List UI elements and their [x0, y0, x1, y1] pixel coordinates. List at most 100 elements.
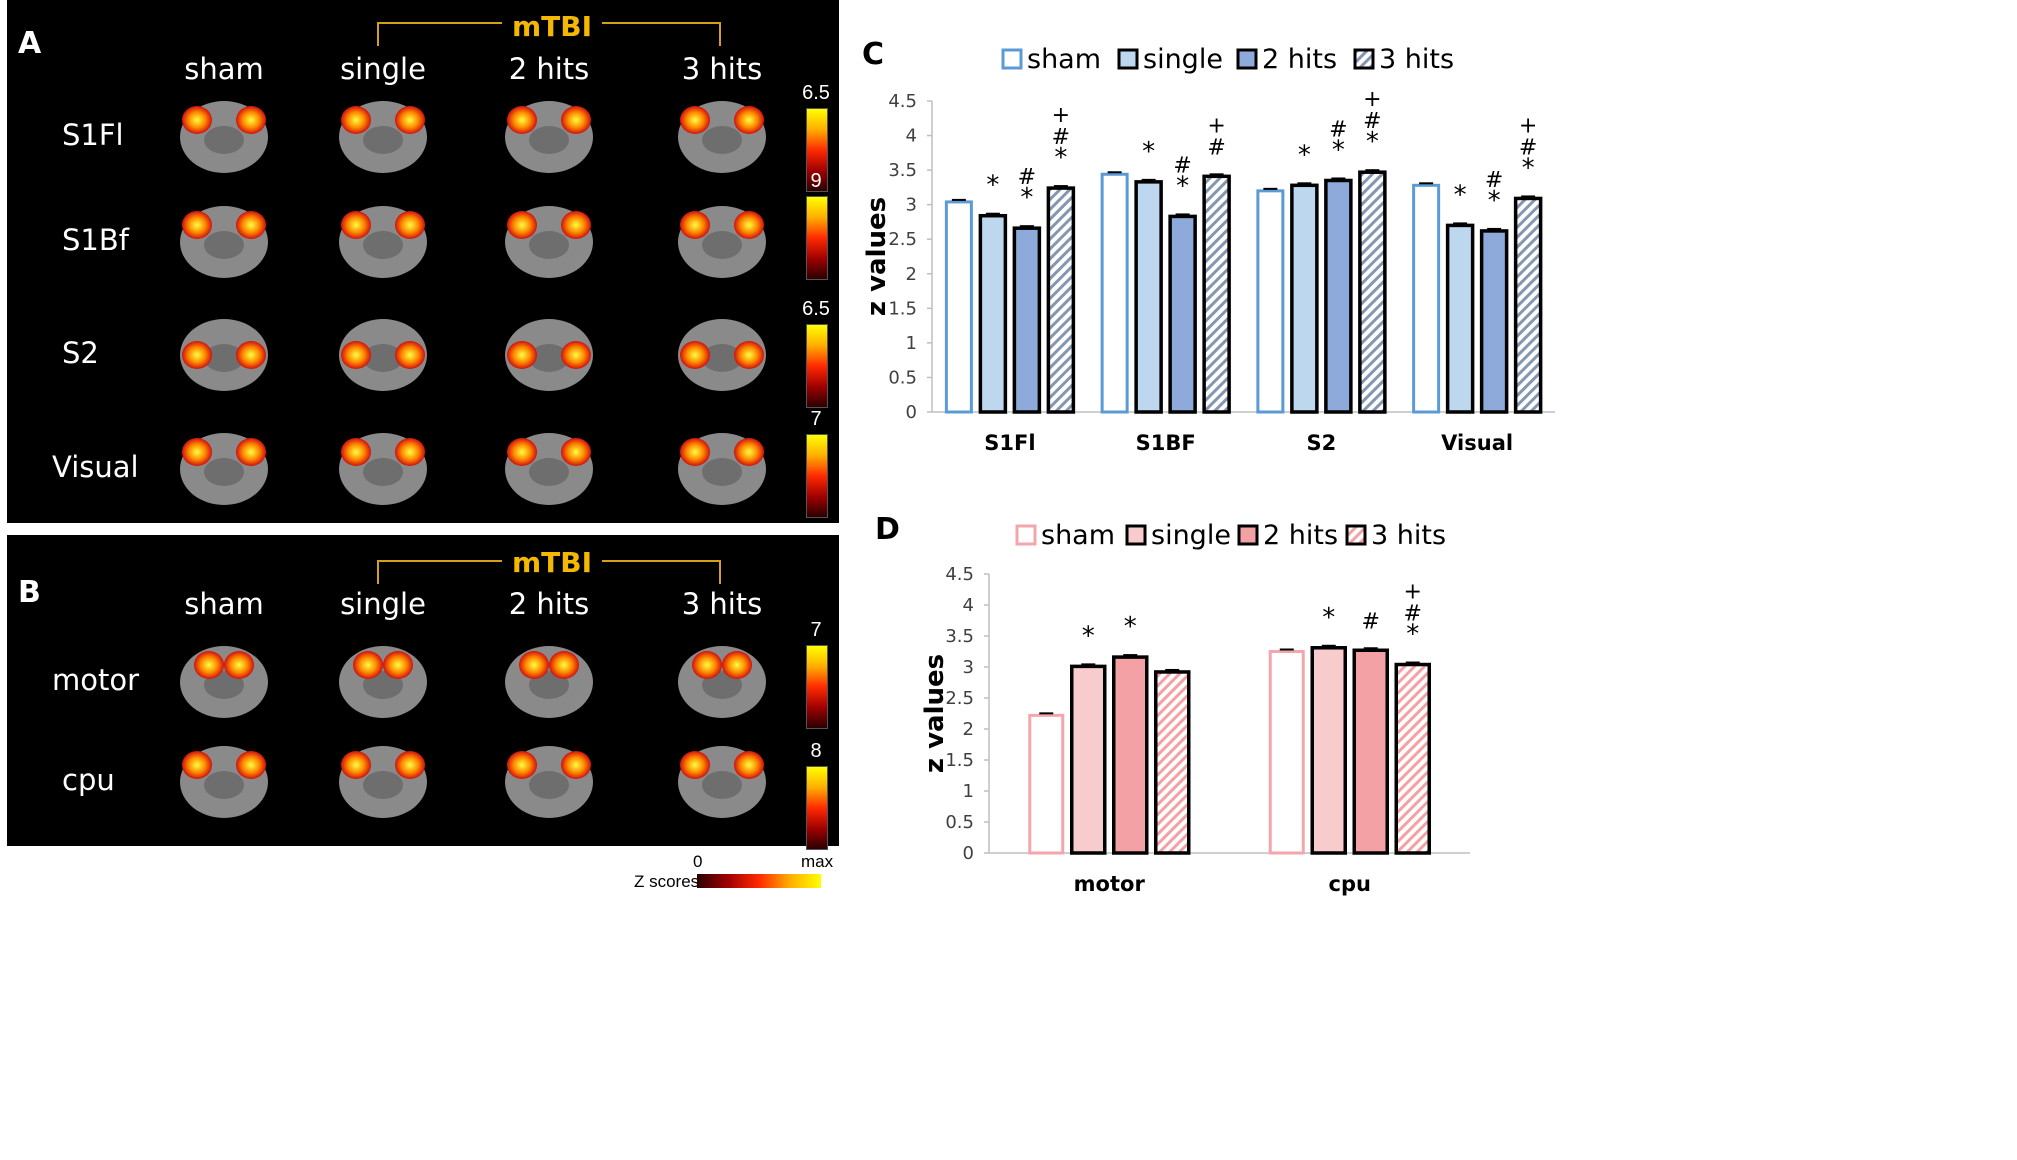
bar — [1168, 214, 1197, 414]
significance-mark: # — [1485, 168, 1503, 193]
y-tick-label: 4 — [906, 126, 917, 147]
brain-slice-image — [678, 206, 766, 278]
bar — [1134, 180, 1163, 414]
y-tick-label: 3.5 — [945, 626, 974, 647]
y-axis-label: z values — [862, 197, 892, 316]
colorbar-max-label: 7 — [810, 408, 822, 430]
colorbar — [806, 196, 828, 280]
mtbi-label-b: mTBI — [501, 546, 603, 579]
x-category-label: motor — [1074, 872, 1146, 896]
y-tick-label: 4.5 — [888, 91, 917, 112]
bar — [1358, 170, 1387, 414]
significance-mark: * — [986, 171, 999, 201]
significance-mark: # — [1404, 602, 1422, 627]
brain-slice-image — [180, 319, 268, 391]
y-tick-label: 3.5 — [888, 160, 917, 181]
legend-swatch — [1117, 48, 1139, 70]
a-column-label: sham — [184, 52, 264, 86]
legend-label: 3 hits — [1379, 44, 1454, 75]
y-tick-label: 3 — [906, 195, 917, 216]
significance-mark: * — [1488, 186, 1501, 216]
b-column-label: sham — [184, 587, 264, 621]
bar — [1268, 650, 1305, 855]
bar — [1046, 186, 1076, 414]
significance-mark: * — [1454, 180, 1467, 210]
y-tick-label: 2 — [963, 719, 974, 740]
legend-label: 3 hits — [1371, 520, 1446, 551]
bar — [1310, 646, 1347, 855]
panel-label-a: A — [18, 26, 42, 61]
brain-slice-image — [505, 101, 593, 173]
x-category-label: S1Fl — [984, 431, 1035, 455]
y-tick-label: 2.5 — [888, 229, 917, 250]
y-tick-label: 1.5 — [888, 298, 917, 319]
a-row-label: Visual — [52, 450, 139, 484]
bar — [944, 200, 973, 414]
legend-label: 2 hits — [1262, 44, 1337, 75]
brain-slice-image — [505, 746, 593, 818]
z-scale-min: 0 — [693, 852, 703, 871]
brain-slice-image — [678, 101, 766, 173]
brain-slice-image — [678, 319, 766, 391]
bar — [1100, 172, 1129, 414]
z-scale-label: Z scores — [634, 872, 700, 891]
significance-mark: # — [1362, 609, 1380, 634]
significance-mark: * — [1332, 135, 1345, 165]
significance-mark: + — [1363, 87, 1381, 112]
y-tick-label: 2 — [906, 264, 917, 285]
panel-label-d: D — [875, 512, 900, 547]
colorbar-max-label: 6.5 — [802, 298, 830, 320]
a-row-label: S1Bf — [62, 223, 129, 257]
brain-slice-image — [339, 206, 427, 278]
colorbar — [806, 766, 828, 850]
bar — [978, 213, 1008, 414]
legend-label: single — [1151, 520, 1231, 551]
brain-slice-image — [678, 433, 766, 505]
x-category-label: S1BF — [1136, 431, 1196, 455]
legend-swatch — [1125, 524, 1147, 546]
brain-slice-image — [678, 646, 766, 718]
colorbar-max-label: 9 — [810, 170, 822, 192]
y-tick-label: 2.5 — [945, 688, 974, 709]
y-tick-label: 1 — [906, 333, 917, 354]
y-tick-label: 0 — [906, 402, 917, 423]
legend-label: sham — [1027, 44, 1101, 75]
z-scale-bar — [697, 874, 821, 888]
mtbi-label-a: mTBI — [501, 10, 603, 43]
bar — [1324, 178, 1353, 414]
colorbar — [806, 645, 828, 729]
significance-mark: # — [1018, 165, 1036, 190]
bar — [1412, 183, 1441, 414]
significance-mark: # — [1052, 125, 1070, 150]
a-column-label: single — [340, 52, 426, 86]
b-row-label: cpu — [62, 763, 115, 797]
significance-mark: # — [1363, 109, 1381, 134]
bar — [1513, 196, 1543, 414]
b-row-label: motor — [52, 663, 140, 697]
y-tick-label: 0.5 — [945, 812, 974, 833]
bar — [1112, 655, 1149, 855]
brain-slice-image — [180, 746, 268, 818]
b-column-label: 2 hits — [508, 587, 590, 621]
bar — [1154, 670, 1191, 855]
brain-slice-image — [339, 319, 427, 391]
x-category-label: Visual — [1441, 431, 1513, 455]
brain-slice-image — [180, 433, 268, 505]
colorbar — [806, 434, 828, 518]
bar — [1070, 664, 1107, 855]
y-tick-label: 4 — [963, 595, 974, 616]
significance-mark: + — [1404, 580, 1422, 605]
y-tick-label: 1 — [963, 781, 974, 802]
significance-mark: + — [1052, 103, 1070, 128]
brain-slice-image — [505, 319, 593, 391]
a-row-label: S2 — [62, 336, 99, 370]
brain-slice-image — [678, 746, 766, 818]
bar — [1479, 229, 1509, 414]
x-category-label: cpu — [1329, 872, 1371, 896]
x-category-label: S2 — [1307, 431, 1337, 455]
legend-swatch — [1237, 524, 1259, 546]
y-tick-label: 0.5 — [888, 367, 917, 388]
significance-mark: * — [1406, 620, 1419, 650]
colorbar — [806, 324, 828, 408]
